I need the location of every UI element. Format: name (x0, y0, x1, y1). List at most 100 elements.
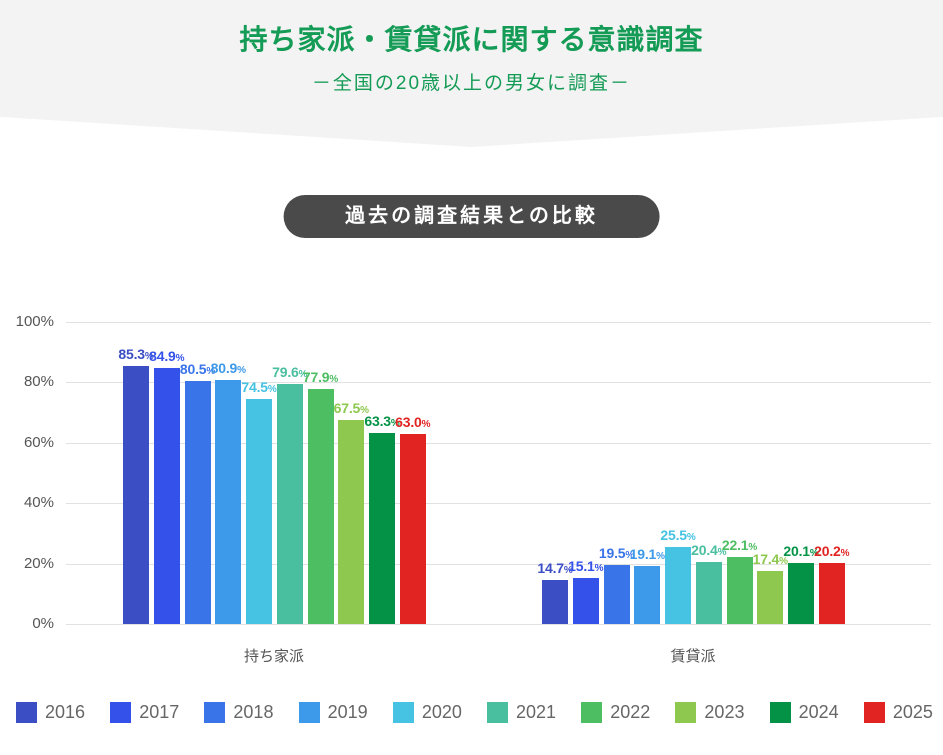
percent-sign: % (329, 374, 339, 385)
gridline (66, 442, 931, 444)
bar-2017-1 (572, 578, 599, 624)
legend-item-2018: 2018 (204, 702, 273, 723)
legend-item-2019: 2019 (298, 702, 368, 723)
gridline (66, 563, 931, 565)
bar-value-label: 80.5% (180, 361, 215, 377)
legend-year-label: 2021 (516, 702, 557, 722)
bar-2021-0 (276, 384, 303, 624)
bar-2022-0 (307, 389, 334, 624)
legend-swatch-2019 (298, 702, 320, 723)
legend-item-2024: 2024 (769, 702, 839, 723)
bar-value-label: 79.6% (272, 364, 307, 380)
percent-sign: % (206, 366, 216, 377)
bar-value-number: 74.5 (241, 379, 268, 395)
percent-sign: % (779, 556, 788, 567)
percent-sign: % (360, 405, 369, 416)
bar-value-label: 25.5% (660, 527, 695, 543)
section-badge: 過去の調査結果との比較 (283, 195, 660, 238)
bar-value-number: 19.1 (629, 546, 657, 562)
legend-year-label: 2023 (704, 702, 745, 722)
percent-sign: % (237, 365, 246, 376)
bar-value-label: 80.9% (211, 360, 246, 376)
legend-swatch-2018 (204, 702, 226, 723)
bar-2022-1 (726, 557, 753, 624)
bar-value-number: 14.7 (537, 560, 564, 576)
bar-2020-0 (246, 399, 272, 624)
chart-legend: 2016 2017 2018 2019 2020 2021 2022 2023 2024 2025 (16, 702, 933, 723)
legend-item-2023: 2023 (675, 702, 744, 723)
bar-2019-0 (215, 380, 242, 624)
legend-item-2022: 2022 (581, 702, 650, 723)
bar-value-label: 74.5% (241, 379, 276, 395)
legend-item-2017: 2017 (110, 702, 179, 723)
bar-value-label: 84.9% (149, 348, 184, 364)
bar-value-number: 20.4 (691, 542, 718, 558)
bar-2017-0 (153, 368, 180, 624)
legend-swatch-2020 (392, 702, 414, 723)
gridline (66, 322, 931, 323)
percent-sign: % (809, 548, 819, 559)
bar-value-number: 15.1 (568, 558, 595, 574)
percent-sign: % (717, 547, 727, 558)
bar-value-label: 20.2% (814, 543, 849, 559)
legend-year-label: 2020 (421, 702, 462, 722)
percent-sign: % (298, 369, 308, 380)
bar-value-number: 22.1 (721, 537, 749, 553)
bar-value-label: 85.3% (118, 346, 153, 362)
legend-year-label: 2017 (139, 702, 180, 722)
bar-2023-0 (338, 420, 365, 624)
bar-value-label: 14.7% (537, 560, 572, 576)
bar-value-number: 25.5 (660, 527, 687, 543)
gridline (66, 503, 931, 505)
legend-swatch-2025 (863, 702, 885, 723)
section-badge-label: 過去の調査結果との比較 (345, 205, 598, 227)
legend-swatch-2016 (16, 702, 37, 723)
bar-value-label: 15.1% (568, 558, 603, 574)
gridline (66, 624, 931, 625)
bar-value-label: 20.1% (783, 543, 818, 559)
percent-sign: % (686, 532, 696, 543)
bar-value-label: 63.0% (395, 414, 430, 430)
header-banner: 持ち家派・賃貸派に関する意識調査 －全国の20歳以上の男女に調査－ (0, 0, 943, 147)
bar-value-label: 17.4% (753, 551, 788, 567)
bar-value-number: 17.4 (752, 551, 780, 567)
bar-2021-1 (695, 562, 722, 624)
y-axis-tick-label: 40% (23, 494, 54, 512)
bar-value-number: 85.3 (118, 346, 145, 362)
bar-value-number: 84.9 (149, 348, 176, 364)
bar-2024-0 (369, 433, 395, 624)
bar-value-number: 67.5 (333, 400, 361, 416)
percent-sign: % (840, 548, 850, 559)
bar-2024-1 (788, 563, 814, 624)
bar-value-label: 63.3% (364, 413, 399, 429)
category-label: 賃貸派 (670, 648, 716, 665)
bar-value-number: 63.0 (395, 414, 422, 430)
legend-year-label: 2018 (233, 702, 274, 722)
legend-swatch-2021 (487, 702, 509, 723)
percent-sign: % (656, 551, 665, 562)
bar-2025-0 (399, 434, 426, 624)
bar-2018-1 (603, 565, 630, 624)
bar-value-label: 19.1% (630, 546, 665, 562)
legend-year-label: 2022 (610, 702, 651, 722)
percent-sign: % (390, 418, 400, 429)
legend-year-label: 2016 (45, 702, 86, 722)
bar-value-label: 20.4% (691, 542, 726, 558)
category-label: 持ち家派 (243, 648, 305, 665)
legend-year-label: 2024 (798, 702, 839, 722)
bar-2025-1 (818, 563, 845, 624)
bar-2016-1 (542, 580, 568, 624)
page-subtitle: －全国の20歳以上の男女に調査－ (311, 73, 632, 94)
legend-item-2016: 2016 (16, 702, 85, 723)
bar-value-label: 19.5% (599, 545, 634, 561)
percent-sign: % (144, 351, 154, 362)
y-axis-tick-label: 80% (23, 373, 54, 391)
y-axis-tick-label: 0% (32, 615, 54, 632)
bar-value-number: 80.9 (210, 360, 238, 376)
bar-value-number: 20.1 (783, 543, 810, 559)
bar-value-number: 19.5 (598, 545, 626, 561)
legend-swatch-2022 (581, 702, 603, 723)
bar-value-label: 22.1% (722, 537, 757, 553)
